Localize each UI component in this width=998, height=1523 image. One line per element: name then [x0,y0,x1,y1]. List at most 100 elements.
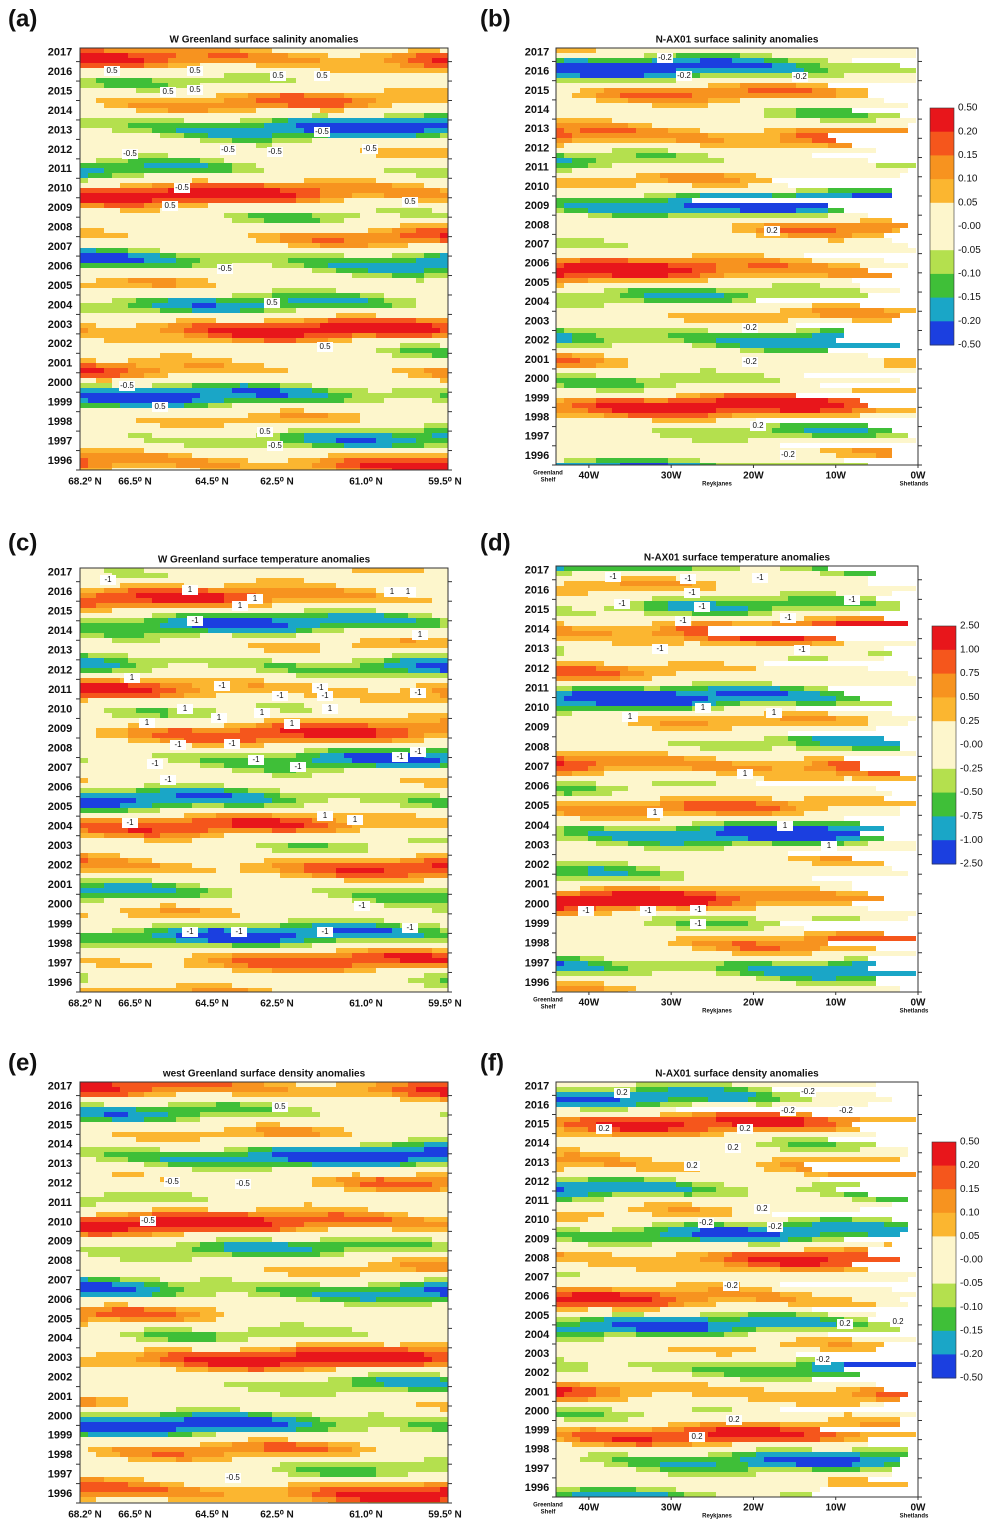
field-band [732,123,908,128]
field-band [860,836,884,841]
field-band [432,398,448,403]
field-band [708,448,780,453]
field-band [80,683,128,688]
field-band [772,1222,812,1227]
field-band [312,1182,344,1187]
contour-label-box [647,808,663,818]
field-band [724,846,860,851]
field-band [80,958,120,963]
field-band [796,453,836,458]
field-band [556,398,564,403]
field-band [732,876,764,881]
field-band [200,68,280,73]
field-band [80,1427,176,1432]
field-band [740,946,780,951]
field-band [796,128,908,133]
plot-frame [79,47,449,471]
field-band [620,1292,660,1297]
field-band [556,816,580,821]
contour-label-box [726,1415,742,1425]
field-band [588,348,652,353]
colorbar-swatch [930,179,954,204]
field-band [320,108,344,113]
field-band [160,623,192,628]
field-band [312,773,360,778]
field-band [556,601,620,606]
field-band [96,358,128,363]
field-band [128,253,160,258]
field-band [604,956,844,961]
contour-label: -0.2 [724,1281,738,1290]
field-band [748,1227,908,1232]
y-tick-label: 2009 [525,1233,549,1245]
field-band [120,1332,144,1337]
field-band [264,1447,328,1452]
field-band [80,1272,248,1277]
field-band [96,963,152,968]
field-band [168,108,208,113]
field-band [280,233,400,238]
field-band [692,1192,748,1197]
contour-label-box [780,613,796,623]
field-band [184,328,208,333]
contour-label: 0.2 [691,1432,703,1441]
field-band [248,1387,408,1392]
field-band [556,1102,636,1107]
field-band [144,173,288,178]
section-label: Reykjanes [702,1514,732,1520]
colorbar-label: -0.15 [958,292,981,303]
field-band [580,88,604,93]
field-band [588,1452,628,1457]
field-band [104,718,224,723]
field-band [596,93,620,98]
field-band [128,123,264,128]
field-band [620,1472,668,1477]
field-band [868,113,900,118]
field-band [320,1472,376,1477]
field-band [144,1092,176,1097]
field-band [232,138,272,143]
field-band [416,618,440,623]
field-band [80,863,160,868]
field-band [128,683,160,688]
field-band [96,1402,128,1407]
field-band [556,951,684,956]
field-band [852,1337,916,1342]
field-band [408,408,448,413]
field-band [788,1302,876,1307]
field-band [652,1172,804,1177]
field-band [216,1102,240,1107]
field-band [628,861,764,866]
field-band [168,1112,200,1117]
field-band [112,1282,144,1287]
y-tick-label: 2013 [525,123,549,135]
field-band [88,1322,224,1327]
contour-label-box [723,1281,739,1291]
field-band [868,1232,900,1237]
field-band [112,983,176,988]
field-band [700,393,724,398]
field-band [192,1327,248,1332]
field-band [216,1237,272,1242]
field-band [256,723,272,728]
field-band [112,463,176,468]
field-band [384,1212,408,1217]
field-band [748,1312,796,1317]
field-band [596,701,692,706]
field-band [556,941,668,946]
field-band [112,128,152,133]
field-band [184,963,224,968]
field-band [716,891,836,896]
contour-label-box [187,66,203,76]
field-band [352,1197,432,1202]
field-band [136,798,272,803]
field-band [748,1337,796,1342]
contour-label: 0.5 [319,342,331,351]
field-band [152,933,176,938]
field-band [224,718,264,723]
y-tick-label: 2015 [525,85,549,97]
field-band [272,1167,432,1172]
field-band [248,1327,352,1332]
field-band [80,113,152,118]
contour-label-box [122,149,138,159]
